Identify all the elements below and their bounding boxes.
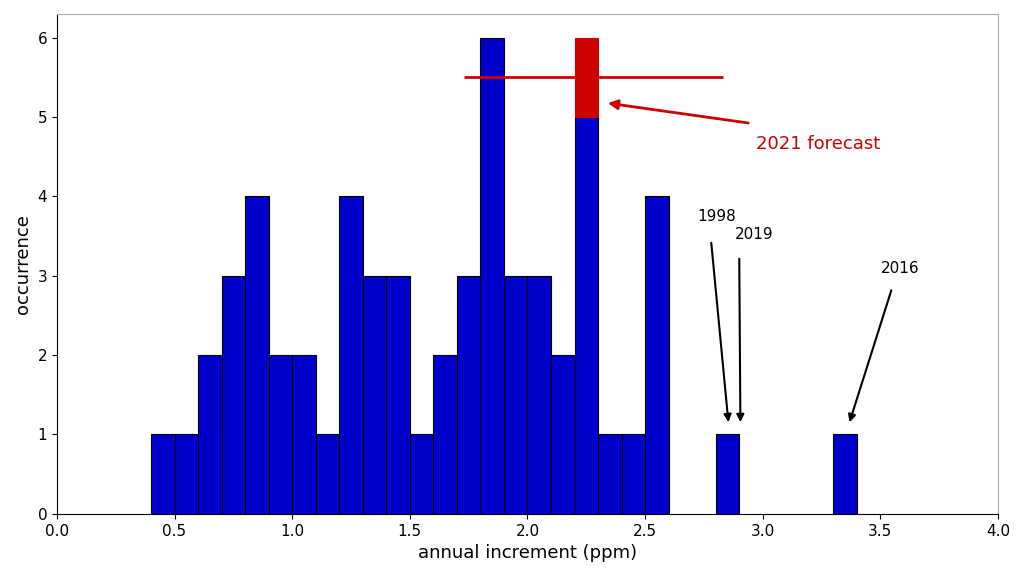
Bar — [645, 196, 669, 514]
Bar — [174, 434, 198, 514]
Bar — [151, 434, 174, 514]
Bar — [221, 276, 245, 514]
Text: 2019: 2019 — [734, 228, 773, 242]
Bar — [339, 196, 362, 514]
Bar — [315, 434, 339, 514]
Bar — [527, 276, 551, 514]
Bar — [504, 276, 527, 514]
Bar — [292, 355, 315, 514]
Text: 1998: 1998 — [697, 209, 735, 224]
Bar — [362, 276, 386, 514]
Bar — [834, 434, 857, 514]
Bar — [574, 37, 598, 117]
Bar — [386, 276, 410, 514]
Bar — [574, 117, 598, 514]
Y-axis label: occurrence: occurrence — [14, 214, 32, 314]
Bar — [245, 196, 268, 514]
Bar — [551, 355, 574, 514]
Bar — [410, 434, 433, 514]
Bar — [457, 276, 480, 514]
Bar — [622, 434, 645, 514]
Bar — [198, 355, 221, 514]
Bar — [268, 355, 292, 514]
Text: 2016: 2016 — [881, 261, 919, 276]
Bar — [433, 355, 457, 514]
Bar — [480, 37, 504, 514]
Bar — [598, 434, 622, 514]
Text: 2021 forecast: 2021 forecast — [756, 135, 880, 153]
X-axis label: annual increment (ppm): annual increment (ppm) — [418, 544, 637, 562]
Bar — [716, 434, 739, 514]
